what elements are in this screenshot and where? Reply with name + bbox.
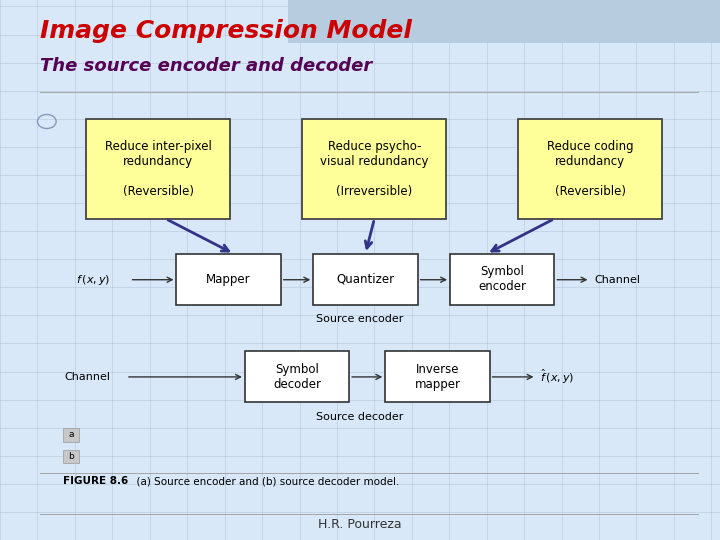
Bar	[518, 119, 662, 219]
Text: b: b	[68, 452, 74, 461]
Text: a: a	[68, 430, 74, 440]
Text: The source encoder and decoder: The source encoder and decoder	[40, 57, 372, 75]
Bar	[245, 351, 349, 402]
Text: Source encoder: Source encoder	[316, 314, 404, 325]
Text: $\hat{f}\,(x, y)$: $\hat{f}\,(x, y)$	[540, 368, 575, 386]
Text: Inverse
mapper: Inverse mapper	[415, 363, 460, 390]
Bar	[385, 351, 490, 402]
Text: FIGURE 8.6: FIGURE 8.6	[63, 476, 129, 487]
Text: Mapper: Mapper	[207, 273, 251, 286]
Text: Symbol
encoder: Symbol encoder	[478, 266, 526, 293]
Text: Quantizer: Quantizer	[336, 273, 395, 286]
Text: Source decoder: Source decoder	[316, 412, 404, 422]
Bar	[63, 428, 79, 442]
Text: Reduce coding
redundancy

(Reversible): Reduce coding redundancy (Reversible)	[547, 140, 634, 198]
Text: (a) Source encoder and (b) source decoder model.: (a) Source encoder and (b) source decode…	[130, 476, 399, 487]
Bar	[450, 254, 554, 305]
Text: Reduce psycho-
visual redundancy

(Irreversible): Reduce psycho- visual redundancy (Irreve…	[320, 140, 428, 198]
Text: $f\,(x, y)$: $f\,(x, y)$	[76, 273, 110, 287]
Bar	[63, 450, 79, 463]
Text: H.R. Pourreza: H.R. Pourreza	[318, 518, 402, 531]
Text: Image Compression Model: Image Compression Model	[40, 19, 412, 43]
Text: Channel: Channel	[65, 372, 111, 382]
Text: Channel: Channel	[594, 275, 640, 285]
Bar	[86, 119, 230, 219]
Text: Reduce inter-pixel
redundancy

(Reversible): Reduce inter-pixel redundancy (Reversibl…	[105, 140, 212, 198]
Bar	[313, 254, 418, 305]
Bar	[176, 254, 281, 305]
Text: Symbol
decoder: Symbol decoder	[273, 363, 321, 390]
Bar	[302, 119, 446, 219]
Bar	[288, 0, 720, 43]
